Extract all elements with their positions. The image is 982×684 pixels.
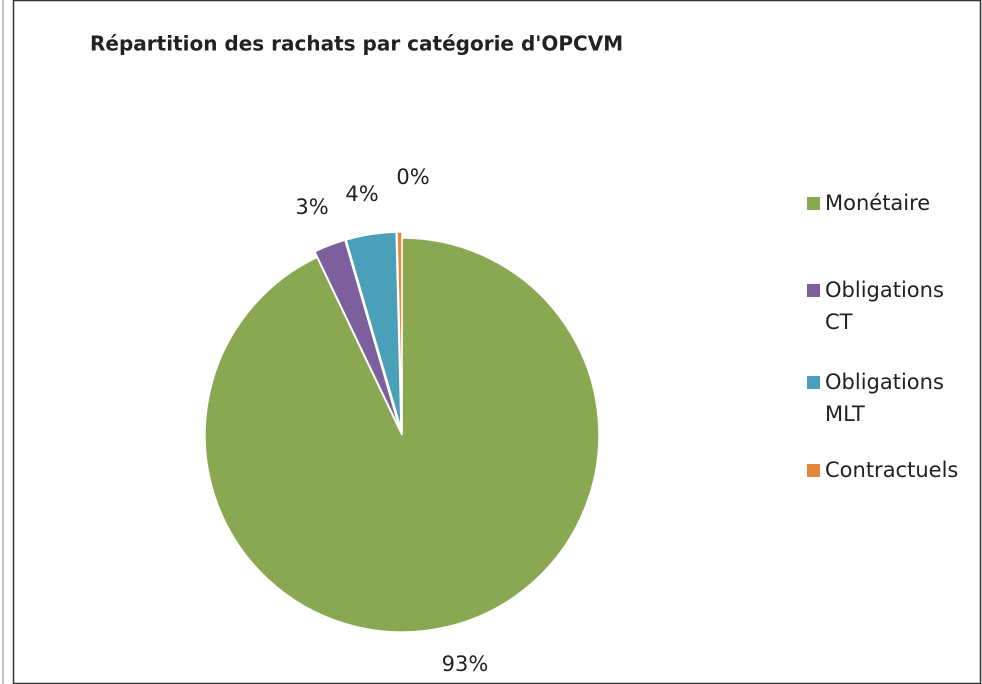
pie-slice: [396, 231, 403, 430]
legend-label: Contractuels: [825, 458, 959, 482]
pie-slice: [204, 237, 600, 633]
data-label: 3%: [295, 195, 328, 219]
chart-title: Répartition des rachats par catégorie d'…: [90, 32, 623, 56]
pie-slice: [313, 239, 401, 430]
data-label: 4%: [345, 182, 378, 206]
pie-slice: [345, 231, 402, 430]
legend-label: Obligations CT: [825, 278, 944, 334]
data-label: 93%: [442, 652, 489, 676]
data-label: 0%: [396, 165, 429, 189]
legend-swatch: [807, 284, 820, 297]
legend-swatch: [807, 376, 820, 389]
legend-label: Monétaire: [825, 191, 931, 215]
legend-swatch: [807, 464, 820, 477]
legend-label: Obligations MLT: [825, 370, 944, 426]
legend-swatch: [807, 197, 820, 210]
